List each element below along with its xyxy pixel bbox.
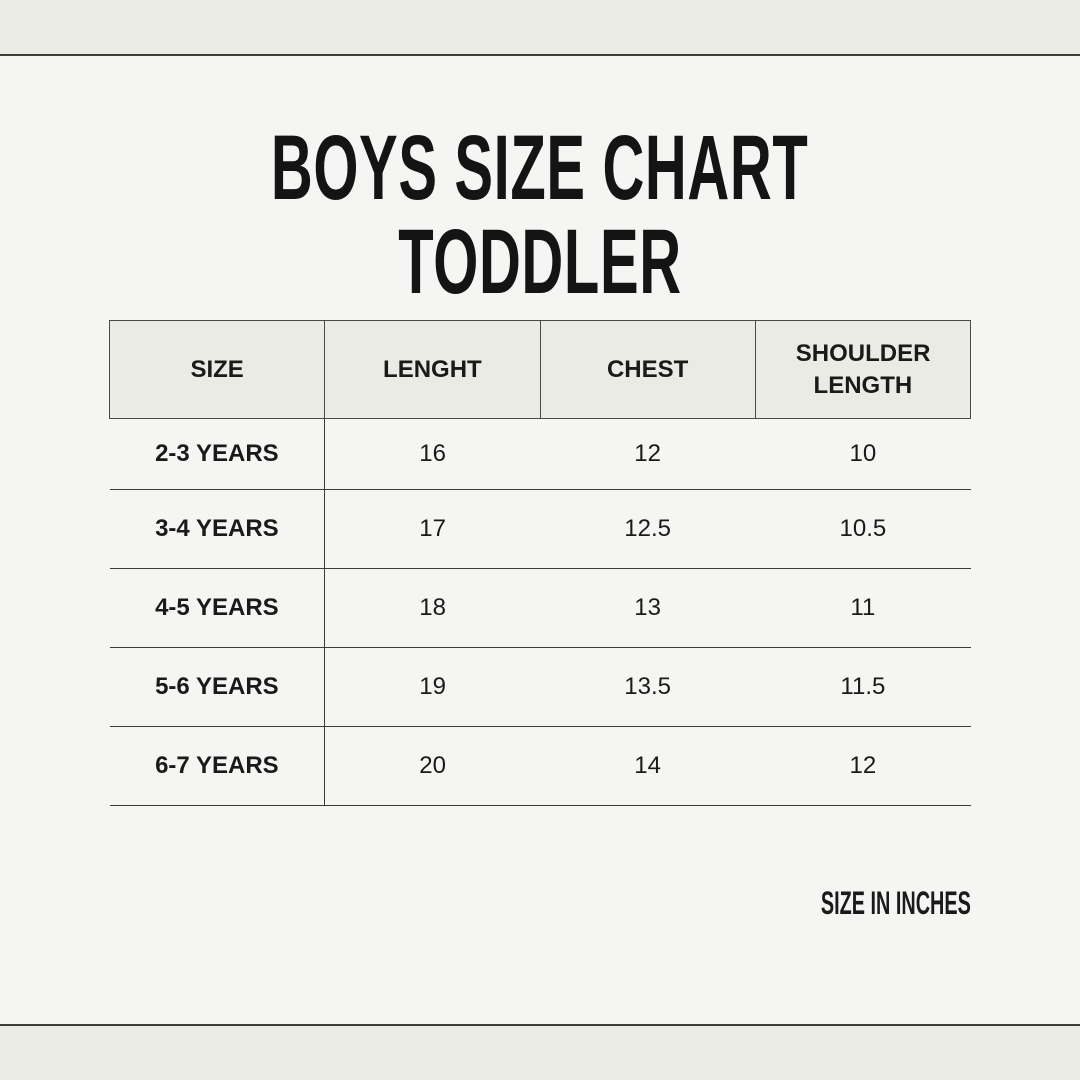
cell-shoulder-length: 10.5: [755, 489, 971, 569]
units-note: SIZE IN INCHES: [821, 885, 971, 921]
title-line-1: BOYS SIZE CHART: [271, 117, 809, 219]
cell-shoulder-length: 12: [755, 726, 971, 806]
cell-length: 18: [324, 568, 540, 648]
cell-chest: 13.5: [540, 647, 756, 727]
cell-chest: 12.5: [540, 489, 756, 569]
cell-size: 2-3 YEARS: [109, 418, 326, 490]
table-row: 4-5 YEARS 18 13 11: [109, 568, 971, 648]
cell-shoulder-length: 11: [755, 568, 971, 648]
cell-length: 16: [324, 418, 540, 490]
header-length: LENGHT: [324, 320, 541, 419]
cell-size: 6-7 YEARS: [109, 726, 326, 806]
header-size: SIZE: [108, 320, 326, 419]
top-band: [0, 0, 1080, 56]
header-chest: CHEST: [539, 320, 756, 419]
table-row: 3-4 YEARS 17 12.5 10.5: [109, 489, 971, 569]
cell-chest: 13: [540, 568, 756, 648]
header-shoulder-length: SHOULDER LENGTH: [754, 320, 972, 419]
cell-size: 3-4 YEARS: [109, 489, 326, 569]
cell-shoulder-length: 10: [755, 418, 971, 490]
cell-length: 19: [324, 647, 540, 727]
cell-size: 4-5 YEARS: [109, 568, 326, 648]
cell-shoulder-length: 11.5: [755, 647, 971, 727]
title-line-2: TODDLER: [398, 211, 682, 313]
table-row: 5-6 YEARS 19 13.5 11.5: [109, 647, 971, 727]
cell-length: 17: [324, 489, 540, 569]
cell-chest: 12: [540, 418, 756, 490]
cell-length: 20: [324, 726, 540, 806]
size-table: SIZE LENGHT CHEST SHOULDER LENGTH 2-3 YE…: [108, 320, 972, 806]
cell-chest: 14: [540, 726, 756, 806]
header-row: SIZE LENGHT CHEST SHOULDER LENGTH: [108, 320, 972, 419]
table-row: 6-7 YEARS 20 14 12: [109, 726, 971, 806]
cell-size: 5-6 YEARS: [109, 647, 326, 727]
table-row: 2-3 YEARS 16 12 10: [109, 418, 971, 490]
bottom-band: [0, 1024, 1080, 1080]
